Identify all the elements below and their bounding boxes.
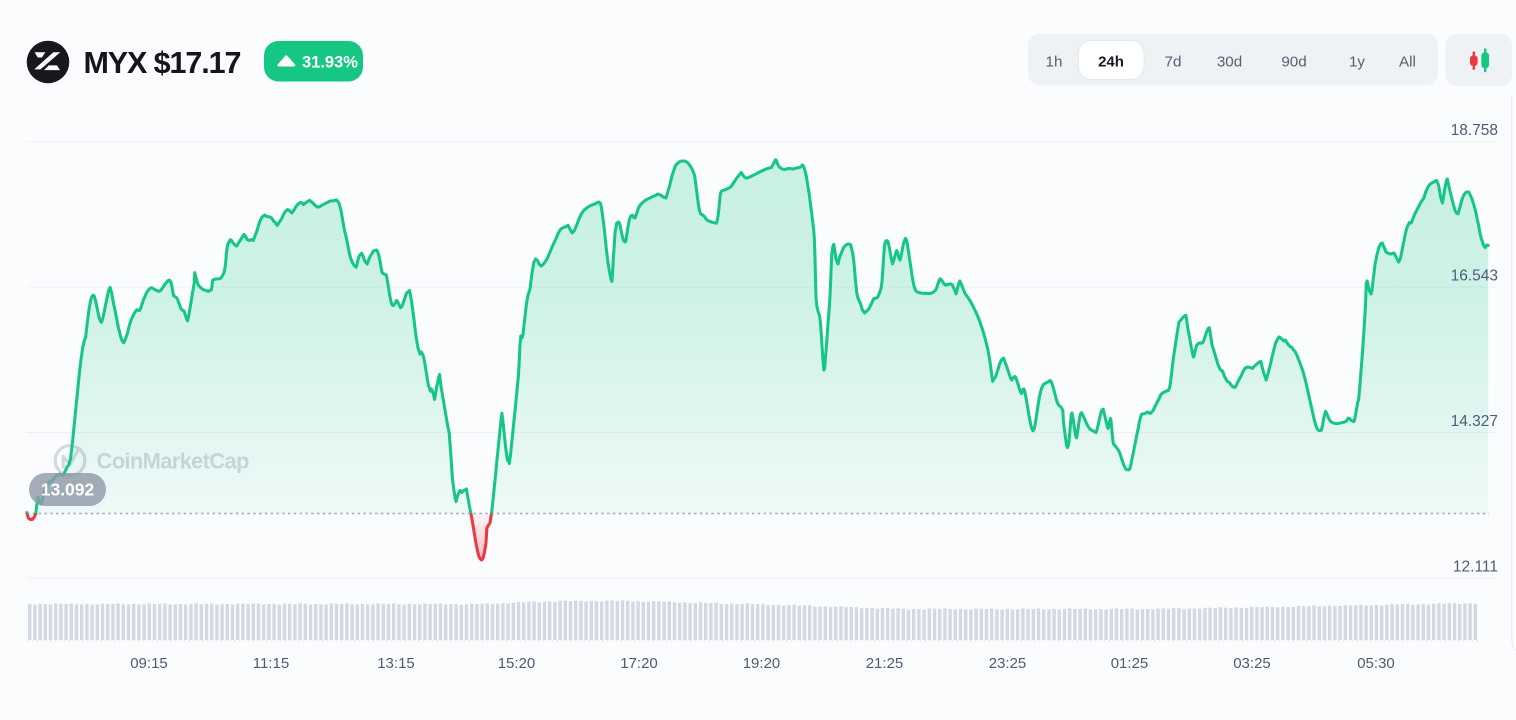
svg-text:01:25: 01:25 bbox=[1111, 655, 1149, 672]
svg-text:05:30: 05:30 bbox=[1357, 655, 1395, 672]
svg-text:31.93%: 31.93% bbox=[302, 54, 358, 72]
svg-text:1y: 1y bbox=[1349, 54, 1365, 71]
svg-text:15:20: 15:20 bbox=[498, 655, 536, 672]
svg-text:17:20: 17:20 bbox=[620, 655, 658, 672]
svg-text:24h: 24h bbox=[1098, 54, 1124, 71]
svg-text:19:20: 19:20 bbox=[743, 655, 781, 672]
svg-text:23:25: 23:25 bbox=[989, 655, 1027, 672]
svg-text:7d: 7d bbox=[1165, 54, 1182, 71]
svg-text:30d: 30d bbox=[1217, 54, 1242, 71]
svg-text:16.543: 16.543 bbox=[1451, 268, 1498, 285]
svg-text:03:25: 03:25 bbox=[1233, 655, 1271, 672]
svg-text:13.092: 13.092 bbox=[41, 480, 95, 500]
svg-text:All: All bbox=[1399, 54, 1416, 71]
svg-text:1h: 1h bbox=[1046, 54, 1063, 71]
svg-text:90d: 90d bbox=[1281, 54, 1306, 71]
svg-text:11:15: 11:15 bbox=[253, 655, 289, 672]
svg-text:MYX $17.17: MYX $17.17 bbox=[84, 46, 241, 80]
svg-text:09:15: 09:15 bbox=[130, 655, 168, 672]
svg-text:21:25: 21:25 bbox=[866, 655, 904, 672]
svg-text:12.111: 12.111 bbox=[1453, 559, 1498, 576]
svg-text:13:15: 13:15 bbox=[377, 655, 415, 672]
svg-text:18.758: 18.758 bbox=[1451, 122, 1498, 139]
svg-text:14.327: 14.327 bbox=[1451, 413, 1498, 430]
